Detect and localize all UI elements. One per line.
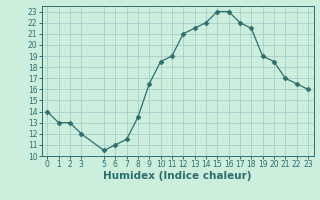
- X-axis label: Humidex (Indice chaleur): Humidex (Indice chaleur): [103, 171, 252, 181]
